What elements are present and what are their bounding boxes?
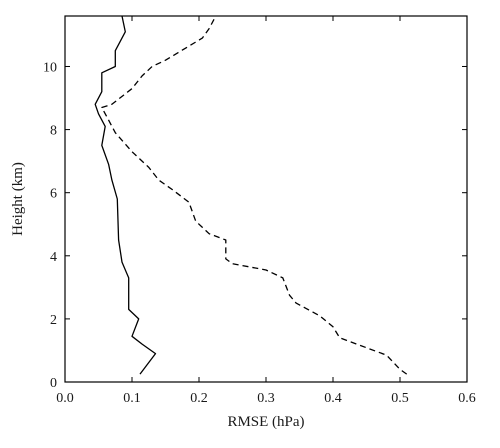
- y-tick-label: 4: [50, 250, 57, 265]
- x-tick-label: 0.4: [324, 391, 342, 406]
- x-tick-label: 0.0: [56, 391, 74, 406]
- x-tick-label: 0.3: [257, 391, 275, 406]
- plot-frame: [64, 15, 468, 383]
- series-line-solid: [94, 15, 157, 375]
- x-tick-label: 0.5: [391, 391, 409, 406]
- ticks-layer: 0.0 0.1 0.2 0.3 0.4 0.5 0.6 0 2 4 6 8 10: [43, 16, 476, 406]
- y-tick-label: 8: [50, 124, 57, 139]
- x-tick-label: 0.1: [123, 391, 141, 406]
- y-tick-label: 0: [50, 376, 57, 391]
- y-tick-label: 2: [50, 313, 57, 328]
- x-axis-title: RMSE (hPa): [227, 414, 304, 430]
- y-tick-label: 6: [50, 187, 57, 202]
- series-line-dashed: [101, 15, 408, 375]
- x-tick-label: 0.6: [458, 391, 476, 406]
- series-layer: [94, 15, 408, 375]
- y-tick-label: 10: [43, 60, 57, 75]
- x-tick-label: 0.2: [190, 391, 208, 406]
- y-axis-title: Height (km): [10, 162, 26, 236]
